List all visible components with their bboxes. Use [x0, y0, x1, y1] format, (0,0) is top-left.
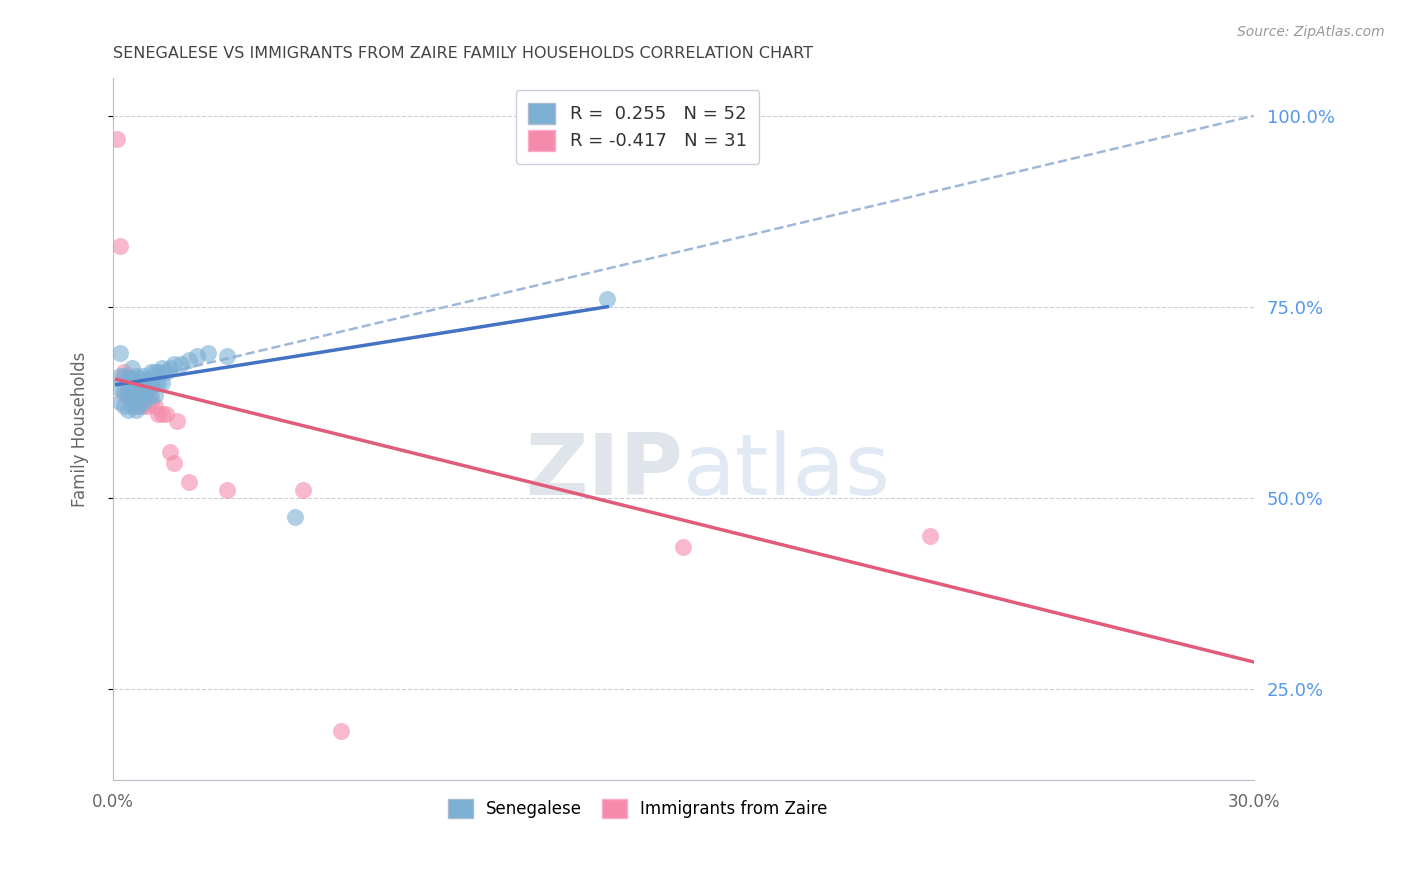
Point — [159, 360, 181, 375]
Point — [117, 372, 139, 386]
Point — [117, 387, 139, 401]
Point — [284, 509, 307, 524]
Point — [672, 541, 695, 555]
Point — [112, 365, 135, 379]
Point — [112, 384, 135, 398]
Point — [139, 365, 162, 379]
Point — [128, 395, 150, 409]
Point — [155, 365, 177, 379]
Point — [110, 238, 132, 252]
Point — [150, 360, 173, 375]
Point — [124, 392, 146, 406]
Point — [136, 372, 159, 386]
Point — [166, 414, 188, 428]
Point — [112, 399, 135, 413]
Point — [121, 360, 143, 375]
Point — [121, 380, 143, 394]
Point — [110, 395, 132, 409]
Point — [112, 368, 135, 383]
Point — [117, 387, 139, 401]
Text: ZIP: ZIP — [526, 430, 683, 513]
Point — [124, 399, 146, 413]
Point — [920, 529, 942, 543]
Point — [110, 368, 132, 383]
Point — [128, 372, 150, 386]
Point — [159, 445, 181, 459]
Point — [132, 380, 155, 394]
Point — [215, 350, 238, 364]
Point — [143, 365, 166, 379]
Point — [132, 395, 155, 409]
Point — [139, 380, 162, 394]
Point — [136, 399, 159, 413]
Point — [132, 399, 155, 413]
Point — [124, 368, 146, 383]
Point — [136, 384, 159, 398]
Point — [177, 353, 200, 368]
Point — [143, 399, 166, 413]
Point — [112, 387, 135, 401]
Point — [139, 387, 162, 401]
Point — [148, 376, 170, 391]
Point — [121, 387, 143, 401]
Y-axis label: Family Households: Family Households — [72, 351, 89, 507]
Legend: Senegalese, Immigrants from Zaire: Senegalese, Immigrants from Zaire — [441, 792, 834, 825]
Text: SENEGALESE VS IMMIGRANTS FROM ZAIRE FAMILY HOUSEHOLDS CORRELATION CHART: SENEGALESE VS IMMIGRANTS FROM ZAIRE FAMI… — [112, 46, 813, 62]
Point — [128, 380, 150, 394]
Point — [155, 407, 177, 421]
Point — [136, 392, 159, 406]
Point — [143, 376, 166, 391]
Point — [136, 380, 159, 394]
Point — [121, 399, 143, 413]
Point — [177, 475, 200, 490]
Point — [163, 456, 186, 470]
Point — [121, 372, 143, 386]
Point — [128, 380, 150, 394]
Point — [150, 407, 173, 421]
Point — [170, 357, 193, 371]
Point — [150, 376, 173, 391]
Point — [117, 368, 139, 383]
Point — [121, 384, 143, 398]
Point — [186, 350, 208, 364]
Point — [121, 372, 143, 386]
Point — [117, 403, 139, 417]
Point — [128, 399, 150, 413]
Point — [215, 483, 238, 497]
Point — [330, 723, 353, 738]
Point — [128, 387, 150, 401]
Point — [124, 376, 146, 391]
Point — [132, 368, 155, 383]
Point — [139, 395, 162, 409]
Point — [124, 384, 146, 398]
Point — [110, 345, 132, 359]
Point — [105, 132, 128, 146]
Point — [132, 376, 155, 391]
Text: Source: ZipAtlas.com: Source: ZipAtlas.com — [1237, 25, 1385, 39]
Point — [143, 387, 166, 401]
Point — [163, 357, 186, 371]
Point — [117, 380, 139, 394]
Point — [148, 365, 170, 379]
Point — [197, 345, 219, 359]
Text: atlas: atlas — [683, 430, 891, 513]
Point — [124, 380, 146, 394]
Point — [105, 380, 128, 394]
Point — [291, 483, 314, 497]
Point — [132, 384, 155, 398]
Point — [148, 407, 170, 421]
Point — [124, 403, 146, 417]
Point — [139, 376, 162, 391]
Point — [596, 292, 619, 306]
